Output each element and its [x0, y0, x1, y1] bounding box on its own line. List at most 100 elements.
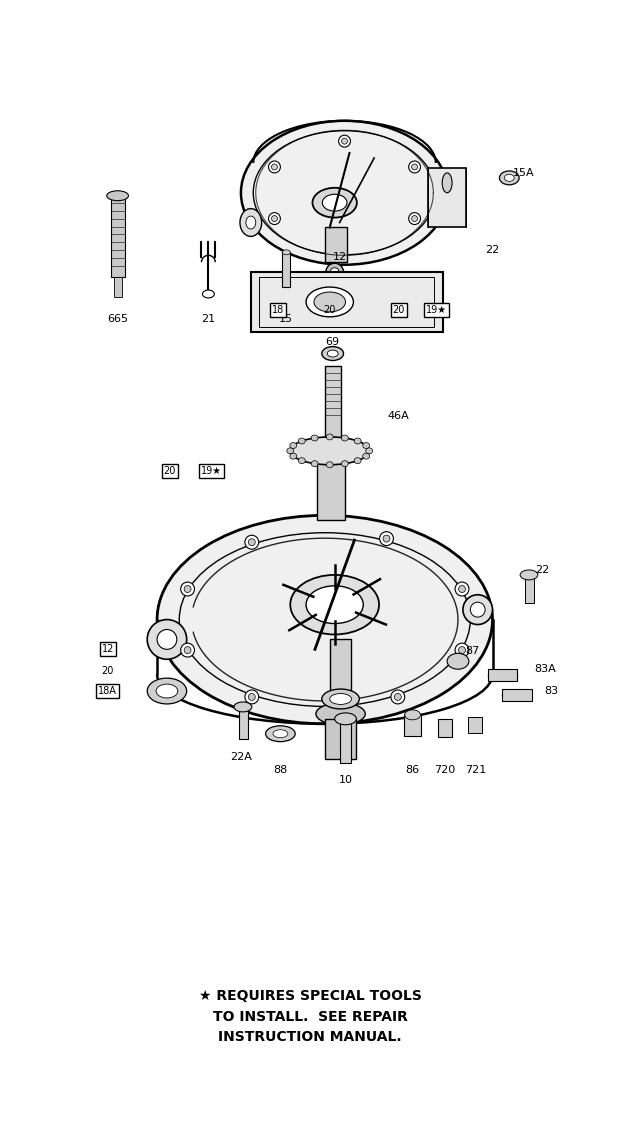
Ellipse shape: [290, 574, 379, 634]
Ellipse shape: [203, 290, 215, 298]
Ellipse shape: [354, 457, 361, 463]
Text: 22: 22: [534, 565, 549, 575]
Bar: [239, 709, 248, 738]
Bar: [251, 272, 443, 332]
Text: 22A: 22A: [230, 752, 252, 762]
Text: 20: 20: [102, 667, 114, 677]
Ellipse shape: [342, 435, 348, 441]
Ellipse shape: [184, 586, 191, 592]
Ellipse shape: [246, 216, 255, 229]
Ellipse shape: [265, 726, 295, 742]
Text: 15: 15: [280, 314, 293, 324]
Ellipse shape: [314, 292, 345, 311]
Text: 86: 86: [405, 765, 420, 776]
Ellipse shape: [326, 462, 333, 468]
Ellipse shape: [180, 582, 195, 596]
Ellipse shape: [455, 643, 469, 658]
Ellipse shape: [339, 135, 350, 147]
Text: 18A: 18A: [99, 686, 117, 696]
Ellipse shape: [234, 702, 252, 711]
Ellipse shape: [272, 216, 277, 221]
Ellipse shape: [383, 535, 390, 542]
Bar: [325, 719, 356, 759]
Ellipse shape: [268, 212, 280, 225]
Ellipse shape: [363, 453, 370, 459]
Ellipse shape: [241, 120, 448, 265]
Text: 88: 88: [273, 765, 288, 776]
Text: 18: 18: [272, 305, 285, 315]
Ellipse shape: [322, 689, 360, 709]
Bar: [487, 669, 517, 681]
Ellipse shape: [290, 443, 297, 448]
Ellipse shape: [311, 435, 318, 441]
Ellipse shape: [405, 710, 420, 719]
Ellipse shape: [327, 350, 338, 357]
Ellipse shape: [342, 461, 348, 466]
Ellipse shape: [520, 570, 538, 580]
Ellipse shape: [504, 174, 514, 181]
Ellipse shape: [249, 694, 255, 700]
Ellipse shape: [335, 713, 356, 725]
Ellipse shape: [471, 602, 485, 617]
Ellipse shape: [156, 685, 178, 698]
Bar: [428, 167, 466, 227]
Ellipse shape: [459, 586, 466, 592]
Bar: [525, 574, 534, 602]
Ellipse shape: [412, 216, 417, 221]
Bar: [282, 252, 290, 287]
Text: 20: 20: [324, 305, 336, 315]
Ellipse shape: [330, 694, 352, 705]
Ellipse shape: [326, 263, 343, 281]
Text: 87: 87: [466, 646, 480, 656]
Text: 12: 12: [332, 252, 347, 262]
Text: 83: 83: [544, 686, 559, 696]
Ellipse shape: [273, 729, 288, 737]
Text: 665: 665: [107, 314, 128, 324]
Text: 20: 20: [164, 465, 176, 475]
Bar: [113, 278, 122, 297]
Text: 721: 721: [465, 765, 486, 776]
Ellipse shape: [330, 268, 339, 277]
Ellipse shape: [326, 434, 333, 439]
Text: 10: 10: [339, 776, 353, 786]
Ellipse shape: [342, 138, 347, 144]
Ellipse shape: [316, 702, 365, 725]
Ellipse shape: [245, 690, 259, 704]
Bar: [340, 719, 352, 763]
Ellipse shape: [306, 287, 353, 317]
Ellipse shape: [157, 515, 492, 724]
Ellipse shape: [322, 194, 347, 211]
Ellipse shape: [240, 209, 262, 236]
Ellipse shape: [391, 690, 405, 704]
Ellipse shape: [298, 457, 305, 463]
Ellipse shape: [442, 173, 452, 192]
Text: 12: 12: [102, 644, 114, 654]
Bar: [404, 714, 422, 736]
Ellipse shape: [180, 643, 195, 658]
Bar: [259, 278, 434, 327]
Ellipse shape: [306, 586, 363, 624]
Ellipse shape: [272, 164, 277, 170]
Bar: [111, 198, 125, 278]
Ellipse shape: [287, 447, 294, 454]
Ellipse shape: [282, 250, 290, 255]
Bar: [317, 461, 345, 520]
Text: 21: 21: [202, 314, 215, 324]
Ellipse shape: [322, 346, 343, 361]
Ellipse shape: [447, 653, 469, 669]
Text: 46A: 46A: [388, 411, 410, 422]
Ellipse shape: [147, 619, 187, 660]
Ellipse shape: [245, 535, 259, 550]
Ellipse shape: [463, 595, 492, 625]
Ellipse shape: [366, 447, 373, 454]
Text: 22: 22: [485, 245, 500, 255]
Bar: [325, 227, 347, 262]
Text: 69: 69: [326, 337, 340, 346]
Bar: [502, 689, 532, 701]
Bar: [438, 719, 452, 736]
Ellipse shape: [394, 694, 401, 700]
Ellipse shape: [107, 191, 128, 201]
Ellipse shape: [409, 212, 420, 225]
Text: ★ REQUIRES SPECIAL TOOLS
TO INSTALL.  SEE REPAIR
INSTRUCTION MANUAL.: ★ REQUIRES SPECIAL TOOLS TO INSTALL. SEE…: [198, 989, 422, 1044]
Ellipse shape: [500, 171, 519, 184]
